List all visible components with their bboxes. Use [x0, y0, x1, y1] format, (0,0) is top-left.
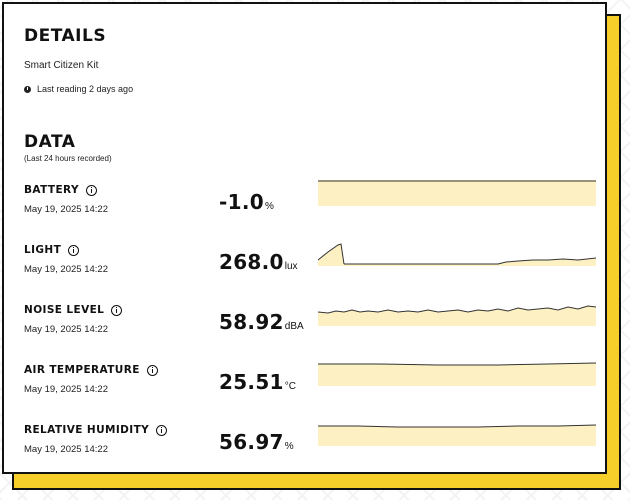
info-icon[interactable]: [68, 244, 80, 256]
sensor-label: RELATIVE HUMIDITY: [24, 424, 150, 436]
sparkline-relative-humidity[interactable]: [318, 420, 596, 446]
sensor-title: RELATIVE HUMIDITY: [24, 424, 168, 436]
info-icon[interactable]: [156, 424, 168, 436]
sensor-date: May 19, 2025 14:22: [24, 444, 108, 455]
info-icon[interactable]: [111, 304, 123, 316]
sensor-row-noise-level[interactable]: NOISE LEVEL May 19, 2025 14:22 58.92 dBA: [4, 304, 604, 354]
sensor-value-number: -1.0: [219, 190, 264, 214]
sensor-title: LIGHT: [24, 244, 80, 256]
sensor-value: -1.0 %: [219, 190, 274, 214]
last-reading-text: Last reading 2 days ago: [37, 84, 134, 94]
sensor-row-battery[interactable]: BATTERY May 19, 2025 14:22 -1.0 %: [4, 180, 604, 234]
sensor-value-number: 25.51: [219, 370, 284, 394]
sensor-value-unit: %: [284, 441, 294, 452]
info-icon[interactable]: [85, 184, 97, 196]
sensor-date: May 19, 2025 14:22: [24, 204, 108, 215]
data-title: DATA: [24, 132, 76, 152]
sensor-value-unit: %: [264, 201, 274, 212]
sensor-row-air-temperature[interactable]: AIR TEMPERATURE May 19, 2025 14:22 25.51…: [4, 362, 604, 414]
sensor-value: 268.0 lux: [219, 250, 298, 274]
sensor-value-number: 56.97: [219, 430, 284, 454]
sparkline-light[interactable]: [318, 240, 596, 266]
sensor-value: 56.97 %: [219, 430, 294, 454]
clock-icon: [24, 85, 31, 93]
sensor-title: BATTERY: [24, 184, 97, 196]
sensor-value-unit: °C: [284, 381, 296, 392]
sensor-date: May 19, 2025 14:22: [24, 324, 108, 335]
sensor-value-unit: lux: [284, 261, 298, 272]
sparkline-battery[interactable]: [318, 180, 596, 206]
data-subtitle: (Last 24 hours recorded): [24, 154, 112, 163]
sensor-date: May 19, 2025 14:22: [24, 384, 108, 395]
sensor-label: BATTERY: [24, 184, 79, 196]
sensor-value: 58.92 dBA: [219, 310, 304, 334]
details-title: DETAILS: [24, 26, 107, 46]
sparkline-noise-level[interactable]: [318, 300, 596, 326]
sensor-label: AIR TEMPERATURE: [24, 364, 140, 376]
details-card: DETAILS Smart Citizen Kit Last reading 2…: [2, 2, 607, 474]
sensor-date: May 19, 2025 14:22: [24, 264, 108, 275]
sensor-value-unit: dBA: [284, 321, 304, 332]
sensor-value-number: 58.92: [219, 310, 284, 334]
sensor-label: NOISE LEVEL: [24, 304, 105, 316]
sparkline-air-temperature[interactable]: [318, 360, 596, 386]
sensor-row-relative-humidity[interactable]: RELATIVE HUMIDITY May 19, 2025 14:22 56.…: [4, 424, 604, 474]
sensor-label: LIGHT: [24, 244, 62, 256]
last-reading: Last reading 2 days ago: [24, 84, 133, 94]
sensor-value: 25.51 °C: [219, 370, 296, 394]
kit-name: Smart Citizen Kit: [24, 60, 99, 71]
sensor-value-number: 268.0: [219, 250, 284, 274]
sensor-title: AIR TEMPERATURE: [24, 364, 158, 376]
sensor-row-light[interactable]: LIGHT May 19, 2025 14:22 268.0 lux: [4, 243, 604, 294]
info-icon[interactable]: [146, 364, 158, 376]
sensor-title: NOISE LEVEL: [24, 304, 123, 316]
